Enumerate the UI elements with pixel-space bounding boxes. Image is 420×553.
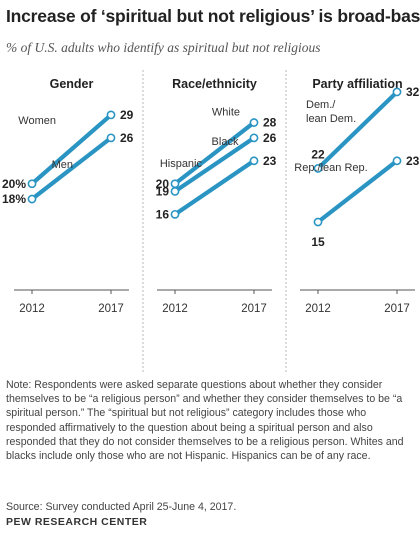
data-point: [170, 209, 180, 219]
chart-panel: Race/ethnicity 2012 2017 20 28 White 19 26 Black…: [156, 77, 277, 315]
data-label: 32: [406, 85, 420, 99]
series-line: [316, 159, 399, 224]
data-label: 23: [263, 154, 277, 168]
data-point: [249, 133, 259, 143]
chart-subtitle: % of U.S. adults who identify as spiritu…: [6, 40, 321, 55]
data-point: [313, 217, 323, 227]
series-name-label: White: [212, 107, 240, 119]
data-point: [313, 164, 323, 173]
data-label: 23: [406, 154, 420, 168]
data-label: 20: [156, 177, 170, 191]
panel-title: Race/ethnicity: [172, 77, 257, 91]
x-tick-label: 2012: [162, 303, 188, 315]
chart-panel: Gender 2012 2017 20% 29 Women 18% 26 Men: [2, 77, 134, 315]
x-tick-label: 2017: [241, 303, 267, 315]
data-point: [27, 194, 37, 204]
footnote: Note: Respondents were asked separate qu…: [6, 379, 404, 463]
data-point: [249, 156, 259, 166]
source-note: Source: Survey conducted April 25-June 4…: [6, 501, 237, 513]
data-label: 29: [120, 108, 134, 122]
data-label: 26: [263, 131, 277, 145]
x-tick-label: 2012: [19, 303, 45, 315]
data-point: [170, 179, 180, 189]
series-line: [173, 120, 256, 186]
data-label: 20%: [2, 177, 26, 191]
chart-panel: Party affiliation 2012 2017 22 32 Dem./lean D…: [294, 77, 419, 315]
x-tick-label: 2017: [384, 303, 410, 315]
series-line: [173, 136, 256, 194]
series-line: [30, 113, 113, 186]
data-label: 22: [311, 147, 325, 161]
panel-title: Party affiliation: [312, 77, 402, 91]
panel-title: Gender: [50, 77, 94, 91]
series-name-label: Hispanic: [160, 158, 203, 170]
data-point: [170, 187, 180, 196]
small-multiples-chart: Gender 2012 2017 20% 29 Women 18% 26 Men Race/eth…: [2, 70, 420, 373]
chart-title: Increase of ‘spiritual but not religious…: [6, 6, 420, 26]
data-point: [392, 87, 402, 97]
series-name-label: Dem./lean Dem.: [306, 99, 356, 125]
data-point: [392, 156, 402, 166]
series-name-label: Rep./lean Rep.: [294, 162, 367, 174]
series-name-label: Men: [52, 159, 73, 171]
data-label: 18%: [2, 192, 26, 206]
data-label: 26: [120, 131, 134, 145]
x-tick-label: 2012: [305, 303, 331, 315]
series-line: [30, 136, 113, 201]
data-label: 16: [156, 207, 170, 221]
data-label: 28: [263, 116, 277, 130]
data-label: 19: [156, 184, 170, 198]
series-name-label: Black: [212, 136, 239, 148]
data-point: [106, 110, 116, 120]
series-name-label: Women: [18, 115, 56, 127]
data-point: [106, 133, 116, 143]
series-line: [316, 90, 399, 170]
brand-logo-text: PEW RESEARCH CENTER: [6, 516, 148, 528]
x-tick-label: 2017: [98, 303, 124, 315]
data-point: [249, 118, 259, 127]
data-point: [27, 179, 37, 189]
data-label: 15: [311, 235, 325, 249]
series-line: [173, 159, 256, 217]
